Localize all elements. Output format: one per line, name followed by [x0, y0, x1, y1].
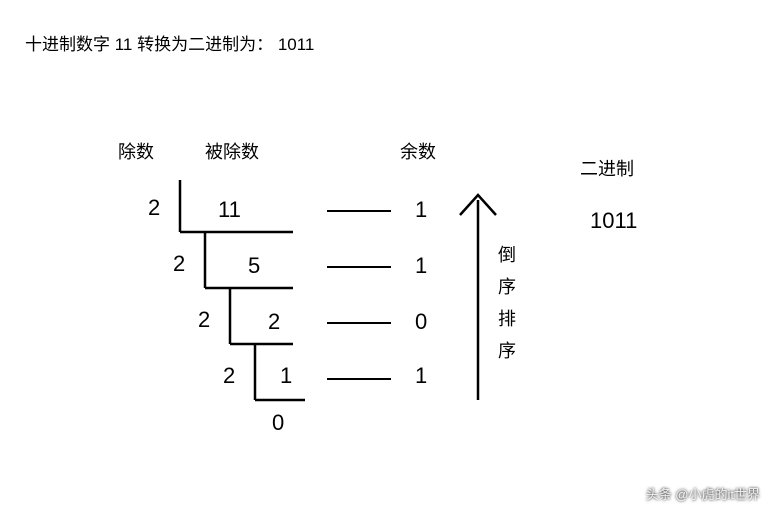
arrow-label: 倒序排序 — [493, 245, 519, 373]
divisor-1: 2 — [173, 251, 185, 277]
header-binary: 二进制 — [580, 155, 634, 181]
dash-1 — [327, 266, 391, 268]
remainder-3: 1 — [415, 363, 427, 389]
header-remainder: 余数 — [400, 138, 436, 164]
header-dividend: 被除数 — [205, 138, 259, 164]
dividend-2: 2 — [268, 309, 280, 335]
binary-result: 1011 — [590, 208, 637, 234]
page-title: 十进制数字 11 转换为二进制为： 1011 — [25, 30, 314, 55]
header-divisor: 除数 — [118, 138, 154, 164]
remainder-0: 1 — [415, 197, 427, 223]
remainder-2: 0 — [415, 309, 427, 335]
divisor-2: 2 — [198, 307, 210, 333]
dash-0 — [327, 210, 391, 212]
divisor-3: 2 — [223, 363, 235, 389]
remainder-1: 1 — [415, 253, 427, 279]
dash-2 — [327, 322, 391, 324]
division-ladder-svg — [0, 0, 772, 509]
dividend-3: 1 — [280, 363, 292, 389]
dividend-1: 5 — [248, 253, 260, 279]
divisor-0: 2 — [148, 195, 160, 221]
dividend-final: 0 — [272, 410, 284, 436]
dividend-0: 11 — [218, 197, 241, 223]
watermark-text: 头条 @小虎的it世界 — [646, 484, 760, 503]
dash-3 — [327, 378, 391, 380]
